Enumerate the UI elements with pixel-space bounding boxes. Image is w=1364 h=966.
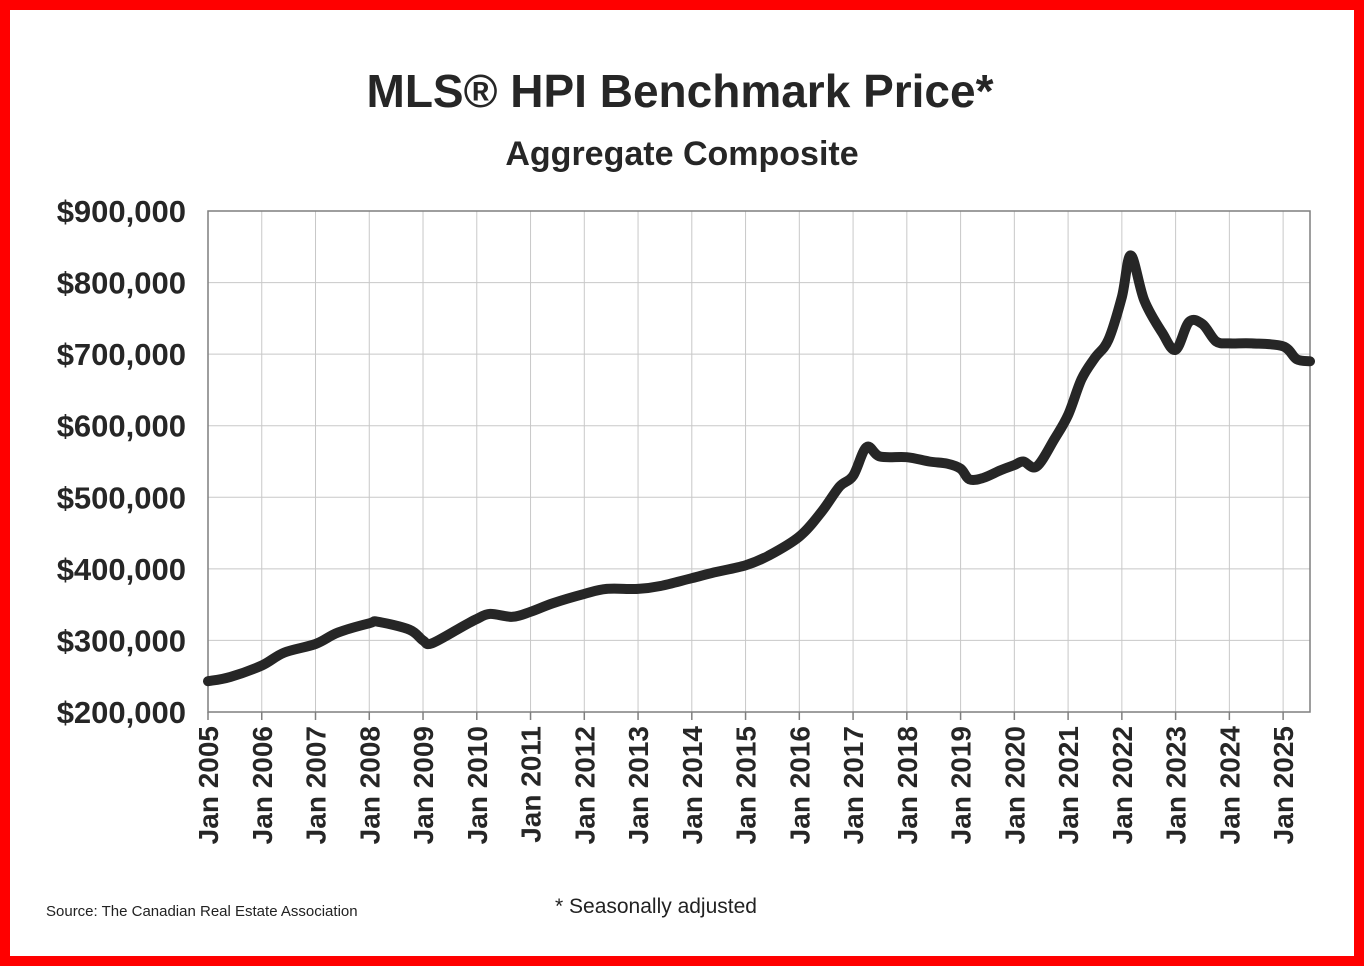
y-tick-label: $600,000 [57,409,186,444]
chart-subtitle: Aggregate Composite [505,135,858,173]
y-tick-label: $400,000 [57,552,186,587]
chart-frame: MLS® HPI Benchmark Price* Aggregate Comp… [10,10,1354,956]
y-tick-label: $500,000 [57,480,186,515]
seasonally-adjusted-note: * Seasonally adjusted [555,895,757,918]
x-tick-label: Jan 2014 [677,726,708,845]
x-axis-ticks: Jan 2005 Jan 2006 Jan 2007 Jan 2008 Jan 2009… [193,712,1299,844]
x-tick-label: Jan 2021 [1053,726,1084,844]
y-axis-ticks: $200,000 $300,000 $400,000 $500,000 $600,000… [57,194,186,730]
x-tick-label: Jan 2016 [784,726,815,844]
x-tick-label: Jan 2008 [354,726,385,844]
x-tick-label: Jan 2015 [731,726,762,844]
y-tick-label: $300,000 [57,623,186,658]
x-tick-label: Jan 2020 [999,726,1030,844]
x-tick-label: Jan 2022 [1107,726,1138,844]
grid-lines [207,210,1310,713]
x-tick-label: Jan 2013 [623,726,654,844]
x-tick-label: Jan 2017 [838,726,869,844]
y-tick-label: $900,000 [57,194,186,229]
x-tick-label: Jan 2025 [1268,726,1299,844]
x-tick-label: Jan 2019 [946,726,977,844]
x-tick-label: Jan 2010 [462,726,493,844]
x-tick-label: Jan 2009 [408,726,439,844]
plot-area-border [207,210,1311,713]
chart-title: MLS® HPI Benchmark Price* [367,65,994,117]
source-note: Source: The Canadian Real Estate Associa… [46,903,358,920]
x-tick-label: Jan 2007 [301,726,332,844]
line-chart: MLS® HPI Benchmark Price* Aggregate Comp… [46,65,1315,920]
x-tick-label: Jan 2024 [1214,726,1245,845]
x-tick-label: Jan 2011 [516,726,547,843]
y-tick-label: $800,000 [57,266,186,301]
x-tick-label: Jan 2005 [193,726,224,844]
series-line [203,250,1315,687]
x-tick-label: Jan 2006 [247,726,278,844]
y-tick-label: $200,000 [57,695,186,730]
x-tick-label: Jan 2012 [569,726,600,844]
x-tick-label: Jan 2018 [892,726,923,844]
y-tick-label: $700,000 [57,337,186,372]
x-tick-label: Jan 2023 [1161,726,1192,844]
